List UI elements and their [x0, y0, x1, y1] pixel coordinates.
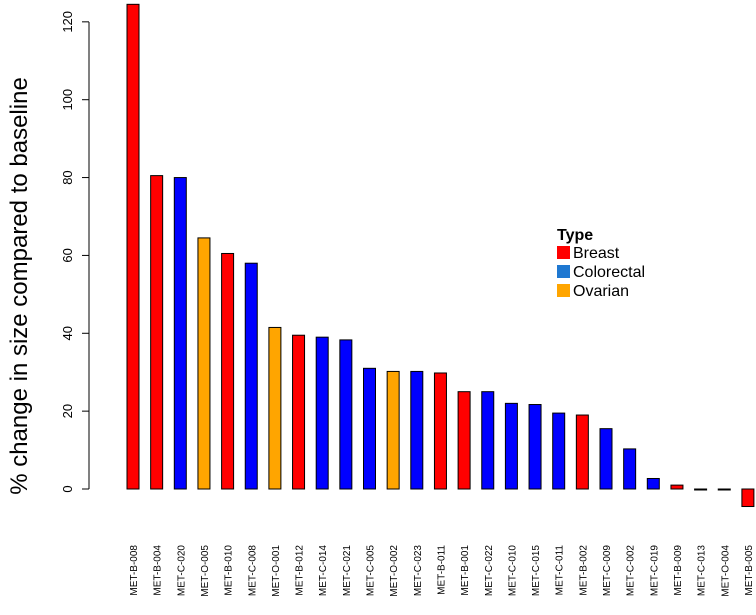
y-tick-label: 60	[60, 248, 75, 262]
bar-met-b-004	[150, 175, 164, 490]
y-axis-label: % change in size compared to baseline	[6, 77, 33, 495]
x-tick-label: MET-C-011	[555, 545, 566, 596]
legend-swatch-ovarian	[557, 284, 570, 297]
bar-met-b-005	[741, 488, 755, 508]
y-tick-label: 20	[60, 404, 75, 418]
x-tick-label: MET-C-019	[649, 545, 660, 597]
bar-met-o-004	[717, 488, 731, 491]
bar-met-o-001	[268, 326, 282, 490]
bar-met-c-009	[599, 428, 613, 490]
x-tick-label: MET-B-010	[224, 545, 235, 596]
legend-label-breast: Breast	[573, 245, 620, 262]
x-tick-label: MET-C-010	[507, 545, 518, 597]
bar-met-c-010	[504, 402, 518, 490]
legend-title: Type	[557, 227, 593, 244]
legend-swatch-colorectal	[557, 265, 570, 278]
legend-swatch-breast	[557, 246, 570, 259]
x-axis-tick-labels: MET-B-008 MET-B-004 MET-C-020 MET-O-005 MET-…	[129, 545, 755, 597]
y-tick-label: 0	[60, 485, 75, 492]
bar-met-c-021	[339, 339, 353, 490]
x-tick-label: MET-C-015	[531, 545, 542, 597]
x-tick-label: MET-C-005	[366, 545, 377, 597]
x-tick-label: MET-O-002	[389, 545, 400, 597]
x-tick-label: MET-C-013	[697, 545, 708, 597]
x-tick-label: MET-C-022	[484, 545, 495, 597]
legend-label-ovarian: Ovarian	[573, 283, 629, 300]
x-tick-label: MET-C-021	[342, 545, 353, 597]
bar-met-o-002	[386, 370, 400, 490]
legend: Type Breast Colorectal Ovarian	[557, 227, 645, 300]
x-tick-label: MET-B-002	[578, 545, 589, 596]
x-tick-label: MET-B-008	[129, 545, 140, 596]
x-tick-label: MET-B-001	[460, 545, 471, 596]
y-tick-label: 80	[60, 170, 75, 184]
x-tick-label: MET-B-012	[295, 545, 306, 596]
bar-met-c-019	[646, 477, 660, 490]
x-tick-label: MET-B-011	[436, 545, 447, 595]
bar-met-b-001	[457, 391, 471, 490]
x-tick-label: MET-O-001	[271, 545, 282, 597]
y-axis-ticks: 0 20 40 60 80 100 120	[60, 11, 89, 493]
x-tick-label: MET-C-020	[176, 545, 187, 597]
bar-met-c-015	[528, 404, 542, 490]
x-tick-label: MET-C-008	[247, 545, 258, 597]
bar-met-c-014	[315, 336, 329, 490]
x-tick-label: MET-C-009	[602, 545, 613, 597]
bar-met-b-009	[670, 484, 684, 490]
bar-met-c-022	[481, 391, 495, 490]
y-tick-label: 120	[60, 11, 75, 33]
x-tick-label: MET-B-005	[744, 545, 755, 596]
x-tick-label: MET-C-023	[413, 545, 424, 597]
y-tick-label: 40	[60, 326, 75, 340]
x-tick-label: MET-B-004	[153, 545, 164, 596]
bar-met-o-005	[197, 237, 211, 490]
bars-group	[126, 3, 755, 508]
bar-met-b-010	[221, 252, 235, 490]
bar-met-c-002	[623, 448, 637, 490]
bar-met-c-011	[552, 412, 566, 490]
bar-met-c-023	[410, 370, 424, 490]
y-tick-label: 100	[60, 89, 75, 111]
legend-label-colorectal: Colorectal	[573, 264, 645, 281]
bar-met-c-008	[244, 262, 258, 490]
bar-met-c-005	[363, 367, 376, 490]
x-tick-label: MET-O-004	[720, 545, 731, 597]
x-tick-label: MET-C-014	[318, 545, 329, 597]
x-tick-label: MET-C-002	[626, 545, 637, 597]
x-tick-label: MET-B-009	[673, 545, 684, 596]
bar-met-b-012	[292, 334, 306, 490]
x-tick-label: MET-O-005	[200, 545, 211, 597]
bar-met-c-013	[694, 488, 708, 491]
bar-met-b-002	[575, 414, 589, 490]
bar-met-b-008	[126, 3, 140, 490]
bar-met-c-020	[173, 177, 187, 490]
bar-met-b-011	[433, 372, 447, 490]
